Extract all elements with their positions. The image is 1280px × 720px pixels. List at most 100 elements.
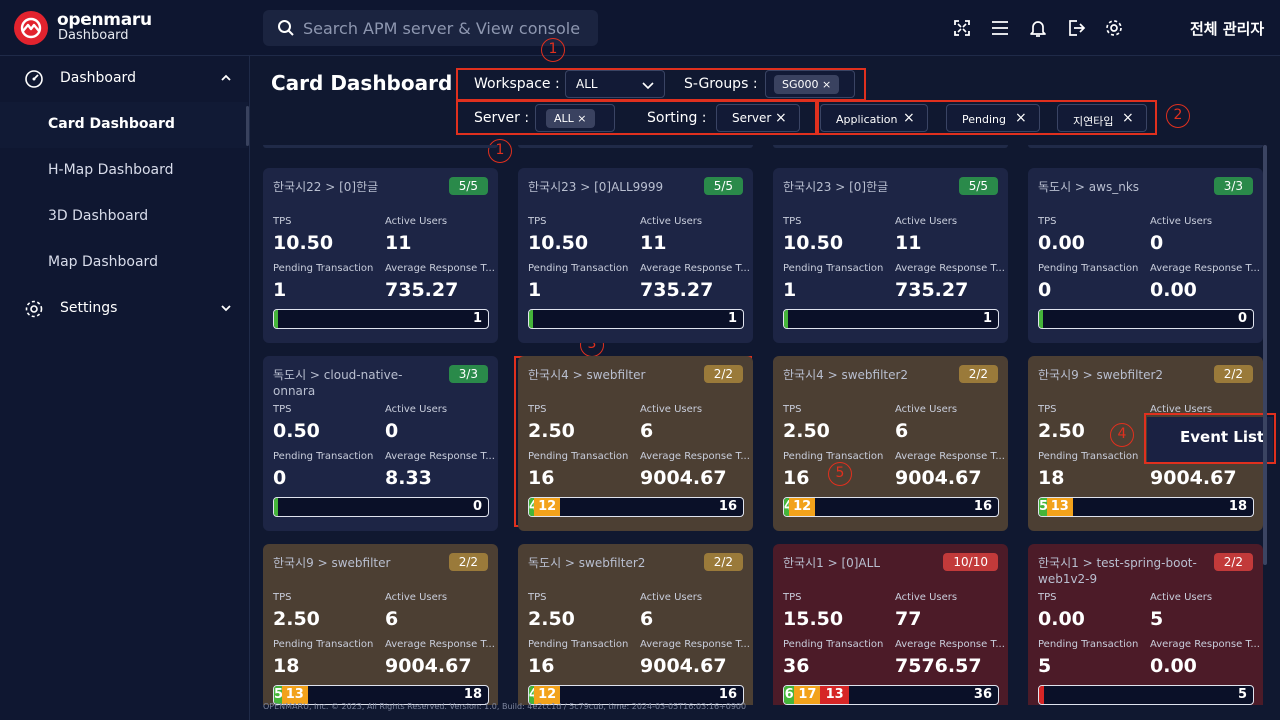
server-card[interactable]: 한국시22 > [0]한글 5/5 TPS Active Users Pending T… (263, 168, 498, 343)
annotation-number: 2 (1166, 104, 1190, 128)
server-card[interactable]: 독도시 > cloud-native-onnara 3/3 TPS Active Us… (263, 356, 498, 531)
tps-value: 10.50 (273, 232, 334, 254)
pending-bar-total: 18 (463, 687, 482, 702)
tps-label: TPS (1038, 592, 1057, 603)
sgroups-chip[interactable]: SG000 × (774, 75, 840, 94)
workspace-value: ALL (576, 77, 598, 91)
sgroups-select[interactable]: SG000 × (765, 70, 855, 98)
search-box[interactable] (263, 10, 598, 46)
active-users-label: Active Users (640, 216, 703, 227)
chevron-down-icon (642, 82, 654, 90)
logout-icon[interactable] (1066, 18, 1086, 38)
search-input[interactable] (303, 16, 588, 40)
chevron-down-icon[interactable] (220, 302, 232, 314)
status-badge: 5/5 (958, 177, 998, 195)
sidebar-item-label: Map Dashboard (48, 254, 158, 270)
pending-label: Pending Transaction (1038, 639, 1139, 650)
pending-label: Pending Transaction (528, 263, 629, 274)
pending-bar-total: 16 (718, 687, 737, 702)
fullscreen-icon[interactable] (952, 18, 972, 38)
server-card[interactable]: 독도시 > aws_nks 3/3 TPS Active Users Pending T… (1028, 168, 1263, 343)
server-card[interactable]: 독도시 > swebfilter2 2/2 TPS Active Users Pendi… (518, 544, 753, 705)
close-icon[interactable]: × (1122, 110, 1134, 126)
search-icon (278, 20, 294, 36)
close-icon[interactable]: × (903, 110, 915, 126)
tps-value: 0.00 (1038, 608, 1085, 630)
avg-response-label: Average Response T... (1150, 639, 1260, 650)
tps-value: 2.50 (273, 608, 320, 630)
pending-bar-segment (274, 498, 278, 516)
pending-value: 36 (783, 655, 810, 677)
brand-name: openmaru (57, 10, 152, 30)
pending-bar: 1 (273, 309, 489, 329)
server-card[interactable]: 한국시9 > swebfilter 2/2 TPS Active Users Pendi… (263, 544, 498, 705)
server-card[interactable]: 한국시4 > swebfilter2 2/2 TPS Active Users Pend… (773, 356, 1008, 531)
annotation-frame-1 (456, 68, 866, 101)
active-users-value: 0 (385, 420, 399, 442)
chevron-up-icon[interactable] (220, 72, 232, 84)
pending-bar-total: 1 (982, 311, 992, 326)
admin-name[interactable]: 전체 관리자 (1190, 20, 1265, 38)
avg-response-value: 735.27 (895, 279, 969, 301)
openmaru-logo-icon[interactable] (14, 11, 48, 45)
close-icon[interactable]: × (822, 78, 832, 91)
sidebar-item-card-dashboard[interactable]: Card Dashboard (0, 102, 248, 148)
main-scrollbar-thumb[interactable] (1263, 145, 1267, 565)
menu-icon[interactable] (990, 18, 1010, 38)
server-card[interactable]: 한국시23 > [0]ALL9999 5/5 TPS Active Users Pend… (518, 168, 753, 343)
workspace-select[interactable]: ALL (565, 70, 665, 98)
active-users-label: Active Users (895, 592, 958, 603)
sidebar-item-settings[interactable]: Settings (0, 286, 248, 332)
sidebar-item-label: H-Map Dashboard (48, 162, 174, 178)
active-users-label: Active Users (385, 592, 448, 603)
status-badge: 3/3 (1213, 177, 1253, 195)
server-card[interactable]: 한국시1 > [0]ALL 10/10 TPS Active Users Pending… (773, 544, 1008, 705)
server-select[interactable]: ALL × (535, 104, 615, 132)
active-users-label: Active Users (385, 216, 448, 227)
event-list-button[interactable]: Event List (1147, 417, 1273, 462)
tag-pending[interactable]: Pending × (946, 104, 1040, 132)
avg-response-value: 9004.67 (385, 655, 472, 677)
server-chip[interactable]: ALL × (546, 109, 595, 128)
sgroups-label: S-Groups : (684, 76, 758, 92)
tps-label: TPS (1038, 216, 1057, 227)
sidebar-scrollbar[interactable] (246, 106, 249, 146)
server-card[interactable]: 한국시4 > swebfilter 2/2 TPS Active Users Pendi… (518, 356, 753, 531)
avg-response-label: Average Response T... (895, 263, 1005, 274)
server-card[interactable]: 한국시23 > [0]한글 5/5 TPS Active Users Pending T… (773, 168, 1008, 343)
pending-value: 16 (528, 655, 555, 677)
event-list-label: Event List (1180, 428, 1265, 446)
gear-icon[interactable] (1104, 18, 1124, 38)
status-badge: 2/2 (1213, 365, 1253, 383)
active-users-label: Active Users (640, 404, 703, 415)
bell-icon[interactable] (1028, 18, 1048, 38)
avg-response-value: 0.00 (1150, 279, 1197, 301)
tag-application[interactable]: Application × (820, 104, 928, 132)
sidebar-item-map-dashboard[interactable]: Map Dashboard (0, 240, 248, 286)
server-label: Server : (474, 110, 530, 126)
tag-label: Application (836, 113, 898, 126)
card-grid: 한국시22 > [0]한글 5/5 TPS Active Users Pending T… (250, 140, 1280, 705)
avg-response-value: 735.27 (640, 279, 714, 301)
close-icon[interactable]: × (775, 110, 787, 126)
sidebar-item-dashboard[interactable]: Dashboard (0, 56, 248, 102)
server-card[interactable]: 한국시1 > test-spring-boot-web1v2-9 2/2 TPS Ac… (1028, 544, 1263, 705)
workspace-label: Workspace : (474, 76, 560, 92)
tag-delay-type[interactable]: 지연타입 × (1057, 104, 1147, 132)
sidebar-item-hmap-dashboard[interactable]: H-Map Dashboard (0, 148, 248, 194)
card-strip (773, 145, 1008, 148)
pending-bar-segment (529, 310, 533, 328)
sorting-select[interactable]: Server × (716, 104, 800, 132)
tps-value: 2.50 (783, 420, 830, 442)
active-users-label: Active Users (640, 592, 703, 603)
close-icon[interactable]: × (1015, 110, 1027, 126)
close-icon[interactable]: × (577, 112, 587, 125)
pending-value: 1 (273, 279, 287, 301)
active-users-label: Active Users (1150, 592, 1213, 603)
pending-bar-segment: 17 (794, 686, 821, 704)
sidebar-item-3d-dashboard[interactable]: 3D Dashboard (0, 194, 248, 240)
pending-value: 16 (783, 467, 810, 489)
pending-bar-segment: 12 (789, 498, 816, 516)
pending-label: Pending Transaction (273, 451, 374, 462)
pending-value: 16 (528, 467, 555, 489)
